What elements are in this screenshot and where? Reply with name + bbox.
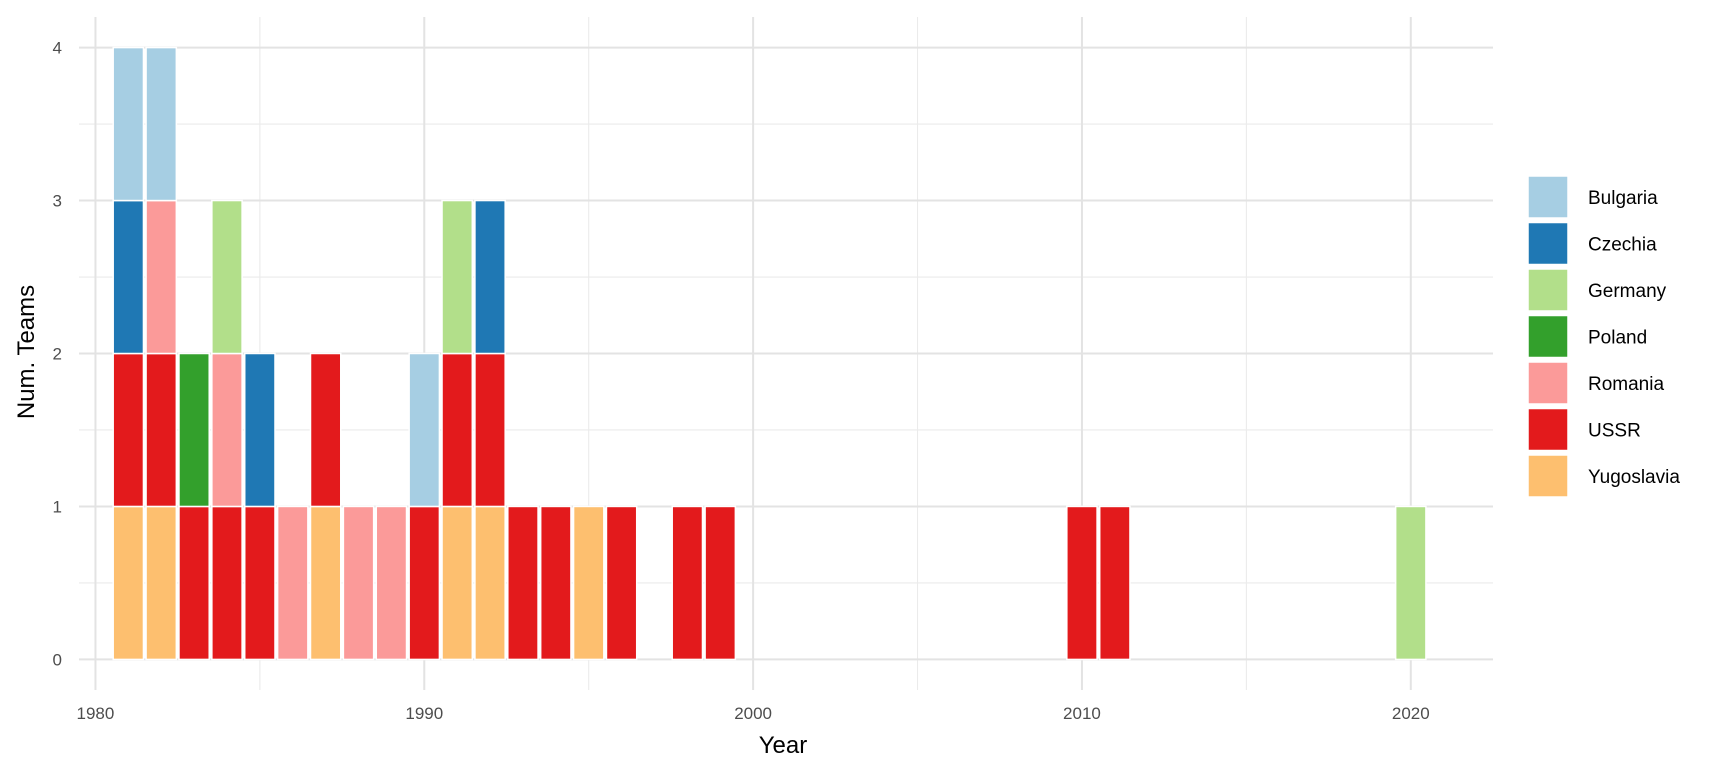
bars — [112, 46, 1427, 661]
bar-segment-ussr-1990 — [408, 505, 441, 661]
bar-segment-ussr-1981 — [112, 352, 145, 508]
legend-key-czechia — [1527, 221, 1569, 266]
legend-label-yugoslavia: Yugoslavia — [1588, 467, 1680, 488]
bar-segment-romania-1984 — [211, 352, 243, 508]
bar-segment-ussr-2010 — [1066, 505, 1098, 661]
x-tick-label: 1990 — [405, 704, 443, 723]
legend-label-poland: Poland — [1588, 328, 1647, 349]
y-tick-label: 1 — [53, 497, 62, 516]
y-tick-label: 2 — [53, 345, 62, 364]
bar-segment-germany-1991 — [441, 199, 474, 355]
x-tick-label: 2020 — [1392, 704, 1430, 723]
x-tick-label: 2000 — [734, 704, 772, 723]
legend-key-poland — [1527, 314, 1569, 359]
legend-key-bulgaria — [1527, 175, 1569, 219]
bar-segment-germany-2020 — [1394, 505, 1427, 661]
legend-label-ussr: USSR — [1588, 421, 1641, 442]
legend-label-czechia: Czechia — [1588, 235, 1657, 256]
y-axis-title: Num. Teams — [13, 285, 40, 419]
bar-segment-czechia-1992 — [474, 199, 506, 355]
bar-segment-romania-1986 — [276, 505, 309, 661]
legend-key-ussr — [1527, 407, 1569, 452]
bar-segment-bulgaria-1981 — [112, 46, 145, 202]
y-tick-label: 4 — [53, 39, 62, 58]
legend: Bulgaria Czechia Germany Poland Romania USSR Y… — [1527, 175, 1680, 498]
legend-key-germany — [1527, 268, 1569, 312]
bar-segment-czechia-1981 — [112, 199, 145, 355]
x-axis-title: Year — [759, 732, 808, 759]
bar-segment-romania-1982 — [145, 199, 178, 355]
x-tick-label: 2010 — [1063, 704, 1101, 723]
y-tick-label: 0 — [53, 650, 62, 669]
axes: 1980 1990 2000 2010 2020 0 1 2 3 4 — [53, 39, 1430, 723]
bar-segment-ussr-1998 — [671, 505, 704, 661]
bar-segment-germany-1984 — [211, 199, 243, 355]
bar-segment-ussr-2011 — [1098, 505, 1131, 661]
bar-segment-ussr-1982 — [145, 352, 178, 508]
bar-segment-bulgaria-1982 — [145, 46, 178, 202]
bar-segment-romania-1989 — [375, 505, 408, 661]
bar-segment-ussr-1987 — [309, 352, 342, 508]
bar-segment-ussr-1999 — [704, 505, 737, 661]
bar-segment-romania-1988 — [342, 505, 375, 661]
legend-label-romania: Romania — [1588, 374, 1664, 395]
bar-segment-yugoslavia-1991 — [441, 505, 474, 661]
bar-segment-yugoslavia-1987 — [309, 505, 342, 661]
legend-label-germany: Germany — [1588, 281, 1667, 302]
bar-segment-yugoslavia-1981 — [112, 505, 145, 661]
bar-segment-yugoslavia-1982 — [145, 505, 178, 661]
bar-segment-yugoslavia-1995 — [572, 505, 605, 661]
bar-segment-ussr-1992 — [474, 352, 506, 508]
legend-label-bulgaria: Bulgaria — [1588, 188, 1658, 209]
bar-segment-bulgaria-1990 — [408, 352, 441, 508]
bar-segment-poland-1983 — [178, 352, 210, 508]
bar-segment-ussr-1984 — [211, 505, 243, 661]
legend-key-yugoslavia — [1527, 454, 1569, 498]
bar-segment-czechia-1985 — [243, 352, 276, 508]
legend-key-romania — [1527, 361, 1569, 405]
bar-segment-ussr-1996 — [605, 505, 638, 661]
bar-segment-ussr-1985 — [243, 505, 276, 661]
bar-segment-ussr-1993 — [507, 505, 539, 661]
x-tick-label: 1980 — [77, 704, 115, 723]
y-tick-label: 3 — [53, 192, 62, 211]
bar-segment-ussr-1983 — [178, 505, 210, 661]
bar-segment-ussr-1991 — [441, 352, 474, 508]
bar-segment-ussr-1994 — [539, 505, 572, 661]
bar-segment-yugoslavia-1992 — [474, 505, 506, 661]
